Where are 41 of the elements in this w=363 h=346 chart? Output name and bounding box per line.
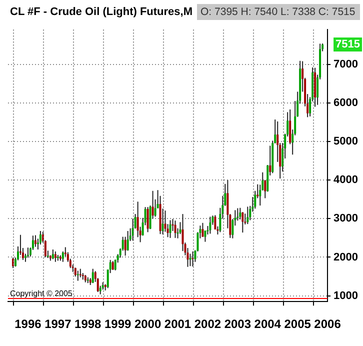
y-tick-label: 1000 [334,290,358,302]
x-tick-label: 1999 [104,317,132,332]
candlestick [54,250,56,262]
x-tick-label: 1998 [74,317,102,332]
candlestick [169,220,172,238]
x-tick-label: 1996 [14,317,42,332]
candlestick [62,250,64,262]
candlestick [236,208,239,222]
candlestick [126,230,129,252]
y-tick-label: 4000 [334,174,358,186]
x-tick-label: 2003 [224,317,252,332]
candlestick [242,212,244,234]
candlestick [34,234,36,248]
x-tick-label: 1997 [44,317,72,332]
candlestick [182,214,184,252]
candlestick [52,249,54,260]
x-tick-label: 2006 [314,317,342,332]
y-tick-label: 7000 [334,58,358,70]
y-tick-label: 3000 [334,212,358,225]
candlestick [26,247,29,258]
candlestick [136,201,139,238]
candlestick [209,216,212,234]
x-tick-label: 2001 [164,317,192,332]
candlestick [174,220,176,238]
candlestick [92,268,94,284]
y-tick-label: 5000 [334,136,358,148]
y-tick-label: 2000 [334,251,358,264]
x-tick-label: 2000 [134,317,162,332]
annotation: 7515 [336,38,360,50]
chart-title: CL #F - Crude Oil (Light) Futures,M [9,5,193,20]
candlestick [76,270,79,282]
x-tick-label: 2002 [194,317,222,332]
x-tick-label: 2004 [254,317,282,332]
chart-subtitle: O: 7395 H: 7540 L: 7338 C: 7515 [196,4,360,20]
annotation: Copyright © 2005 [10,288,73,298]
candlestick [204,230,206,242]
candlestick [146,206,149,233]
y-tick-label: 6000 [334,96,358,109]
candlestick [246,206,249,225]
candlestick [202,222,204,238]
x-tick-label: 2005 [284,317,312,332]
